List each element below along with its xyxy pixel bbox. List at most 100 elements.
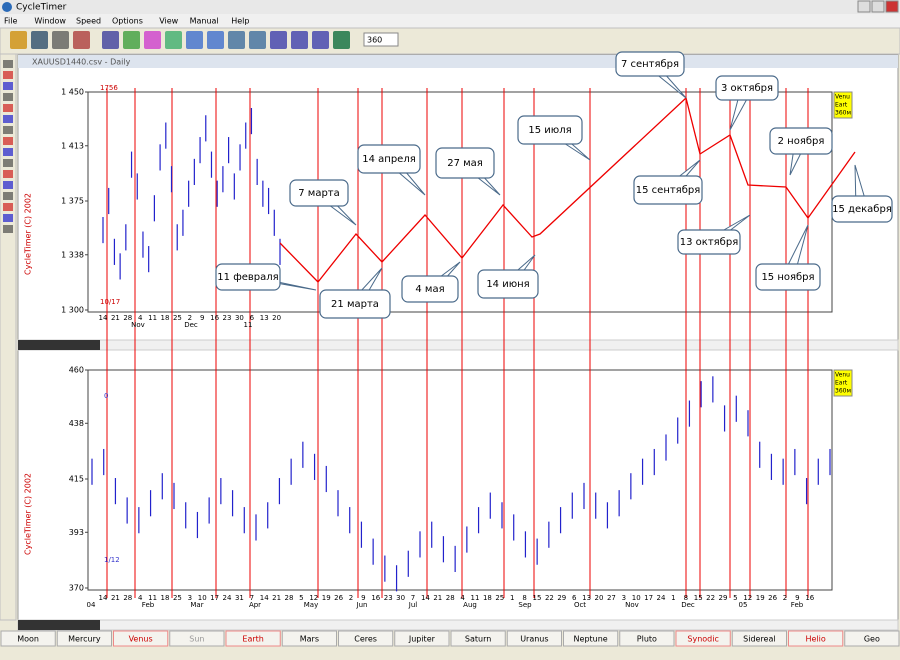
menu-item[interactable]: Options (112, 17, 143, 26)
maximize-button[interactable] (871, 0, 885, 13)
tab-label[interactable]: Neptune (574, 635, 608, 644)
x-tick-label: 22 (545, 594, 554, 602)
toolbar-button[interactable] (312, 31, 329, 49)
toolbar-button[interactable] (102, 31, 119, 49)
callout-text: 13 октября (680, 237, 738, 248)
side-tool-button[interactable] (3, 60, 13, 68)
tab-label[interactable]: Helio (805, 635, 825, 644)
toolbar-button[interactable] (186, 31, 203, 49)
title-bar (0, 0, 900, 14)
side-tool-button[interactable] (3, 71, 13, 79)
toolbar-button[interactable] (52, 31, 69, 49)
tab-label[interactable]: Ceres (354, 635, 377, 644)
callout-text: 2 ноября (778, 136, 825, 147)
side-tool-button[interactable] (3, 148, 13, 156)
tab-label[interactable]: Synodic (687, 635, 718, 644)
callout-text: 4 мая (415, 284, 444, 295)
close-button[interactable] (885, 0, 899, 13)
tab-label[interactable]: Sun (189, 635, 204, 644)
toolbar-input[interactable]: 360 (367, 36, 382, 45)
x-tick-label: 3 (188, 594, 192, 602)
minimize-button[interactable] (857, 0, 871, 13)
callout-box (289, 179, 349, 207)
x-tick-label: 17 (644, 594, 653, 602)
side-tool-button[interactable] (3, 181, 13, 189)
tab-label[interactable]: Sidereal (743, 635, 775, 644)
tab-label[interactable]: Uranus (520, 635, 548, 644)
legend-box (833, 369, 853, 397)
tab[interactable] (675, 630, 731, 647)
side-tool-button[interactable] (3, 104, 13, 112)
scrollbar[interactable] (17, 339, 899, 351)
side-tool-button[interactable] (3, 126, 13, 134)
tab[interactable] (0, 630, 56, 647)
tab-label[interactable]: Jupiter (408, 635, 436, 644)
side-tool-button[interactable] (3, 225, 13, 233)
tab[interactable] (563, 630, 619, 647)
scrollbar[interactable] (17, 619, 899, 631)
side-tool-button[interactable] (3, 170, 13, 178)
toolbar-button[interactable] (270, 31, 287, 49)
side-tool-button[interactable] (3, 203, 13, 211)
toolbar-button[interactable] (31, 31, 48, 49)
x-tick-label: 18 (161, 314, 170, 322)
tab-label[interactable]: Earth (242, 635, 263, 644)
tab-label[interactable]: Geo (864, 635, 880, 644)
x-tick-label: 6 (572, 594, 577, 602)
side-tool-button[interactable] (3, 115, 13, 123)
tab-label[interactable]: Moon (17, 635, 39, 644)
menu-item[interactable]: File (4, 17, 17, 26)
toolbar-input-box[interactable] (363, 32, 399, 47)
month-label: 11 (244, 321, 253, 329)
legend-item: 360м (835, 110, 851, 117)
side-tool-button[interactable] (3, 93, 13, 101)
toolbar-button[interactable] (10, 31, 27, 49)
side-tool-button[interactable] (3, 82, 13, 90)
menu-item[interactable]: Manual (190, 17, 219, 26)
side-tool-button[interactable] (3, 214, 13, 222)
x-tick-label: 2 (188, 314, 192, 322)
tab-label[interactable]: Pluto (637, 635, 657, 644)
x-tick-label: 10 (198, 594, 207, 602)
callout-text: 11 февраля (217, 272, 278, 283)
tab[interactable] (56, 630, 112, 647)
toolbar-button[interactable] (144, 31, 161, 49)
month-label: Mar (190, 601, 203, 609)
x-tick-label: 1 (510, 594, 514, 602)
toolbar-button[interactable] (291, 31, 308, 49)
x-tick-label: 4 (460, 594, 465, 602)
side-tool-button[interactable] (3, 137, 13, 145)
y-tick-label: 370 (69, 584, 84, 593)
toolbar-button[interactable] (228, 31, 245, 49)
toolbar-button[interactable] (249, 31, 266, 49)
tab-label[interactable]: Venus (129, 635, 153, 644)
tab-label[interactable]: Saturn (465, 635, 491, 644)
tab[interactable] (731, 630, 787, 647)
toolbar-button[interactable] (207, 31, 224, 49)
tab[interactable] (281, 630, 337, 647)
toolbar-button[interactable] (73, 31, 90, 49)
x-tick-label: 8 (522, 594, 526, 602)
callout-text: 14 апреля (362, 154, 415, 165)
tab[interactable] (788, 630, 844, 647)
tab[interactable] (338, 630, 394, 647)
toolbar-button[interactable] (123, 31, 140, 49)
side-tool-button[interactable] (3, 192, 13, 200)
toolbar-button[interactable] (333, 31, 350, 49)
tab-label[interactable]: Mars (300, 635, 319, 644)
menu-item[interactable]: Help (231, 17, 249, 26)
menu-item[interactable]: Window (34, 17, 66, 26)
side-tool-button[interactable] (3, 159, 13, 167)
tab-label[interactable]: Mercury (68, 635, 101, 644)
tab[interactable] (113, 630, 169, 647)
tab[interactable] (844, 630, 900, 647)
tab[interactable] (394, 630, 450, 647)
menu-item[interactable]: Speed (76, 17, 101, 26)
tab[interactable] (450, 630, 506, 647)
toolbar-button[interactable] (165, 31, 182, 49)
tab[interactable] (169, 630, 225, 647)
tab[interactable] (619, 630, 675, 647)
tab[interactable] (506, 630, 562, 647)
tab[interactable] (225, 630, 281, 647)
menu-item[interactable]: View (159, 17, 178, 26)
